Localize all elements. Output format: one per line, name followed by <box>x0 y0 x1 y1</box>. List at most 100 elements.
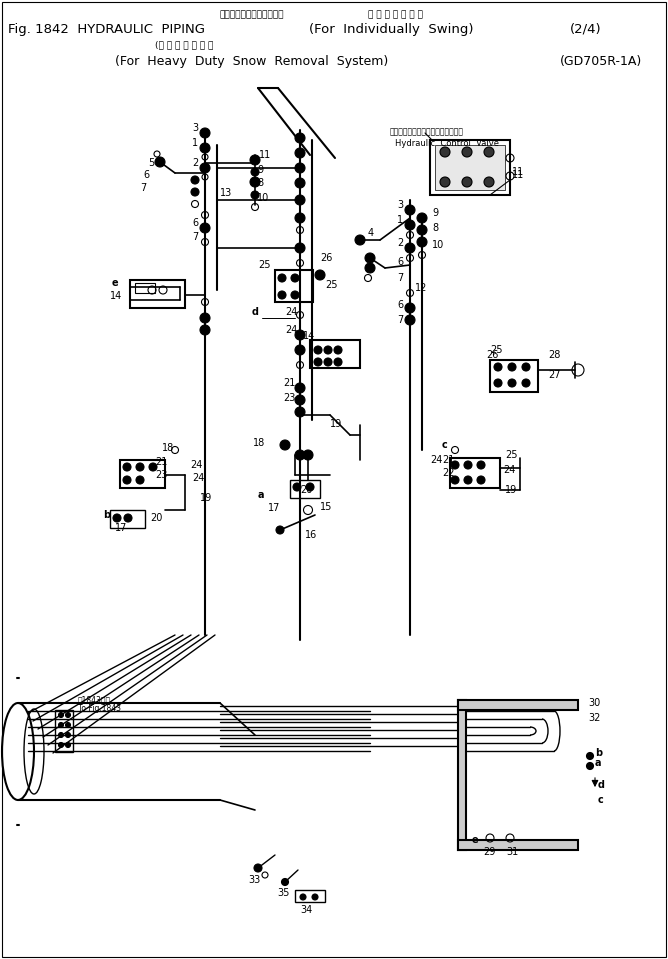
Circle shape <box>251 191 259 199</box>
Circle shape <box>440 177 450 187</box>
Circle shape <box>155 157 165 167</box>
Text: 10: 10 <box>257 193 269 203</box>
Text: 21: 21 <box>155 457 168 467</box>
Circle shape <box>250 155 260 165</box>
Circle shape <box>324 346 332 354</box>
Text: 左 右 単 独 開 閉 用: 左 右 単 独 開 閉 用 <box>368 10 423 19</box>
Text: b: b <box>595 748 602 758</box>
Circle shape <box>65 742 71 747</box>
Circle shape <box>59 742 63 747</box>
Text: 14: 14 <box>110 291 122 301</box>
Circle shape <box>484 147 494 157</box>
Text: 17: 17 <box>115 523 128 533</box>
Circle shape <box>149 463 157 471</box>
Circle shape <box>65 733 71 737</box>
Text: d: d <box>252 307 259 317</box>
Text: (For  Heavy  Duty  Snow  Removal  System): (For Heavy Duty Snow Removal System) <box>115 55 388 68</box>
Circle shape <box>295 163 305 173</box>
Circle shape <box>522 363 530 371</box>
Text: 第1843図へ: 第1843図へ <box>78 695 111 704</box>
Bar <box>55 710 73 752</box>
Bar <box>295 890 325 902</box>
Text: 2: 2 <box>192 158 198 168</box>
Text: 21: 21 <box>442 455 454 465</box>
Text: 20: 20 <box>150 513 162 523</box>
Text: 11: 11 <box>512 167 524 177</box>
Text: (2/4): (2/4) <box>570 23 602 36</box>
Circle shape <box>291 291 299 299</box>
Circle shape <box>65 713 71 717</box>
Bar <box>458 700 578 710</box>
Circle shape <box>312 894 318 900</box>
Text: e: e <box>112 278 119 288</box>
Text: 29: 29 <box>483 847 496 857</box>
Text: 33: 33 <box>248 875 261 885</box>
Circle shape <box>464 476 472 484</box>
Circle shape <box>278 274 286 282</box>
Circle shape <box>295 243 305 253</box>
Text: b: b <box>103 510 110 520</box>
Text: 2: 2 <box>397 238 403 248</box>
Text: 28: 28 <box>548 350 560 360</box>
Circle shape <box>462 177 472 187</box>
Circle shape <box>477 476 485 484</box>
Text: a: a <box>595 758 601 768</box>
Circle shape <box>254 864 262 872</box>
Circle shape <box>440 147 450 157</box>
Text: 23: 23 <box>155 470 168 480</box>
Bar <box>310 340 360 368</box>
Circle shape <box>306 483 314 491</box>
Circle shape <box>494 363 502 371</box>
Circle shape <box>59 713 63 717</box>
Text: 24: 24 <box>503 465 516 475</box>
Circle shape <box>295 407 305 417</box>
Text: 22: 22 <box>442 468 454 478</box>
Text: 18: 18 <box>253 438 265 448</box>
Text: 25: 25 <box>505 450 518 460</box>
Text: 12: 12 <box>415 283 428 293</box>
Circle shape <box>280 440 290 450</box>
Circle shape <box>462 147 472 157</box>
Circle shape <box>405 220 415 230</box>
Text: 34: 34 <box>300 905 312 915</box>
Circle shape <box>136 476 144 484</box>
Circle shape <box>314 358 322 366</box>
Circle shape <box>334 358 342 366</box>
Circle shape <box>295 213 305 223</box>
Bar <box>110 510 145 528</box>
Text: 24: 24 <box>285 325 297 335</box>
Text: 18: 18 <box>162 443 174 453</box>
Bar <box>430 140 510 195</box>
Circle shape <box>200 163 210 173</box>
Text: 26: 26 <box>320 253 333 263</box>
Text: 25: 25 <box>325 280 337 290</box>
Circle shape <box>324 358 332 366</box>
Text: 3: 3 <box>192 123 198 133</box>
Text: 19: 19 <box>505 485 517 495</box>
Text: 3: 3 <box>397 200 403 210</box>
Text: 25: 25 <box>490 345 502 355</box>
Text: 5: 5 <box>148 158 154 168</box>
Bar <box>130 280 185 308</box>
Circle shape <box>508 379 516 387</box>
Text: 14: 14 <box>303 331 315 341</box>
Bar <box>490 360 538 392</box>
Circle shape <box>124 514 132 522</box>
Circle shape <box>251 168 259 176</box>
Text: (For  Individually  Swing): (For Individually Swing) <box>309 23 474 36</box>
Circle shape <box>191 176 199 184</box>
Text: 23: 23 <box>283 393 295 403</box>
Circle shape <box>365 263 375 273</box>
Bar <box>458 700 466 850</box>
Circle shape <box>295 133 305 143</box>
Circle shape <box>295 395 305 405</box>
Circle shape <box>123 463 131 471</box>
Circle shape <box>303 450 313 460</box>
Text: 11: 11 <box>512 170 524 180</box>
Circle shape <box>464 461 472 469</box>
Text: 10: 10 <box>432 240 444 250</box>
Circle shape <box>295 148 305 158</box>
Text: 1: 1 <box>397 215 403 225</box>
Text: 24: 24 <box>192 473 205 483</box>
Circle shape <box>200 143 210 153</box>
